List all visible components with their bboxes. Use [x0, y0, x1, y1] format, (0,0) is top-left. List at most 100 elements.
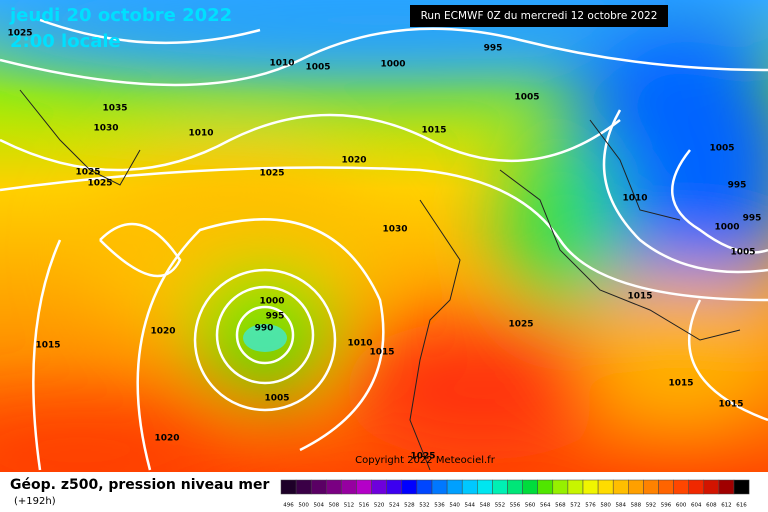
isobar-label: 1010: [269, 59, 294, 69]
isobar-label: 1020: [150, 327, 175, 337]
scale-label: 532: [419, 503, 430, 509]
isobar-label: 1010: [622, 194, 647, 204]
scale-swatch: [597, 479, 614, 495]
scale-label: 600: [676, 503, 687, 509]
scale-swatch: [416, 479, 433, 495]
scale-swatch: [356, 479, 372, 495]
isobar-label: 1015: [35, 341, 60, 351]
scale-swatch: [628, 479, 644, 495]
scale-label: 528: [404, 503, 415, 509]
scale-swatch: [431, 479, 448, 495]
run-box: [410, 5, 668, 27]
isobar-label: 1020: [154, 434, 179, 444]
scale-label: 496: [283, 503, 294, 509]
isobar-label: 1030: [93, 124, 118, 134]
isobar-label: 1000: [259, 297, 284, 307]
field: [0, 0, 768, 490]
isobar-label: 1025: [259, 169, 284, 179]
run-info: Run ECMWF 0Z du mercredi 12 octobre 2022: [421, 10, 658, 22]
scale-label: 536: [434, 503, 445, 509]
scale-swatch: [552, 479, 569, 495]
isobars: [0, 18, 768, 471]
scale-label: 564: [540, 503, 551, 509]
scale-label: 612: [721, 503, 732, 509]
isobar-label: 1000: [714, 223, 739, 233]
scale-swatch: [673, 479, 689, 495]
scale-label: 520: [374, 503, 385, 509]
isobar-label: 1015: [668, 379, 693, 389]
scale-swatch: [371, 479, 387, 495]
scale-label: 552: [495, 503, 506, 509]
scale-swatch: [582, 479, 599, 495]
scale-swatch: [386, 479, 403, 495]
scale-swatch: [461, 479, 478, 495]
scale-swatch: [446, 479, 463, 495]
isobar-label: 1015: [718, 400, 743, 410]
scale-swatch: [310, 479, 327, 495]
isobar-label: 1015: [627, 292, 652, 302]
isobar-label: 1025: [75, 168, 100, 178]
isobar-label: 1005: [264, 394, 289, 404]
scale-label: 500: [298, 503, 309, 509]
scale-swatch: [295, 479, 312, 495]
scale-swatch: [703, 479, 720, 495]
scale-label: 616: [736, 503, 747, 509]
isobar-label: 1020: [341, 156, 366, 166]
isobar-label: 1005: [709, 144, 734, 154]
isobar-label: 1025: [87, 179, 112, 189]
scale-label: 548: [480, 503, 491, 509]
isobar-label: 1010: [188, 129, 213, 139]
isobar-label: 1005: [730, 248, 755, 258]
scale-swatch: [507, 479, 523, 495]
scale-label: 604: [691, 503, 702, 509]
scale-swatch: [658, 479, 674, 495]
isobar-label: 990: [255, 324, 274, 334]
scale-label: 568: [555, 503, 566, 509]
scale-swatch: [477, 479, 493, 495]
isobar-label: 1025: [7, 29, 32, 39]
scale-swatch: [492, 479, 508, 495]
scale-swatch: [326, 479, 342, 495]
isobar-label: 1010: [347, 339, 372, 349]
isobar-label: 995: [728, 181, 747, 191]
isobar-label: 995: [266, 312, 285, 322]
isobar-label: 1015: [421, 126, 446, 136]
lead-time: (+192h): [14, 496, 56, 507]
copyright: Copyright 2022 Meteociel.fr: [355, 455, 496, 466]
scale-swatch: [537, 479, 554, 495]
isobar-label: 1025: [508, 320, 533, 330]
scale-label: 608: [706, 503, 717, 509]
scale-swatch: [280, 479, 297, 495]
scale-label: 504: [314, 503, 325, 509]
scale-swatch: [612, 479, 629, 495]
coastlines: [19, 89, 741, 471]
scale-label: 592: [646, 503, 657, 509]
scale-label: 596: [661, 503, 672, 509]
scale-swatch: [401, 479, 418, 495]
color-scale: 496 500 504 508 512 516 520 524 528 532 536 540 544 5…: [280, 479, 750, 509]
isobar-label: 1030: [382, 225, 407, 235]
isobar-label: 1005: [305, 63, 330, 73]
isobar-label: 1025: [410, 452, 435, 462]
scale-swatch: [643, 479, 659, 495]
scale-swatch: [733, 479, 750, 495]
isobar-label: 1005: [514, 93, 539, 103]
isobar-label: 995: [484, 44, 503, 54]
scale-swatch: [522, 479, 538, 495]
scale-label: 588: [631, 503, 642, 509]
isobar-label: 1015: [369, 348, 394, 358]
scale-label: 556: [510, 503, 521, 509]
scale-swatch: [567, 479, 584, 495]
scale-label: 516: [359, 503, 370, 509]
scale-label: 508: [329, 503, 340, 509]
time: 2:00 locale: [10, 31, 121, 52]
isobar-label: 995: [743, 214, 762, 224]
scale-label: 512: [344, 503, 355, 509]
scale-swatch: [688, 479, 705, 495]
date: jeudi 20 octobre 2022: [9, 5, 232, 26]
scale-label: 560: [525, 503, 536, 509]
isobar-label: 1000: [380, 60, 405, 70]
